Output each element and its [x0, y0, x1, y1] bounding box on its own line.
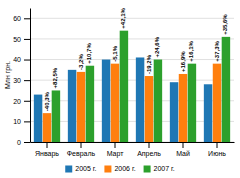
tick: Май	[176, 142, 190, 157]
annotation: -5,1%	[112, 45, 118, 61]
legend-item: 2005 г.	[65, 165, 96, 173]
legend-label: 2006 г.	[114, 165, 135, 172]
tick: 60	[13, 15, 30, 22]
bar	[52, 90, 60, 142]
tick-mark	[24, 142, 30, 143]
tick-label: 60	[13, 15, 21, 22]
grid-line	[30, 121, 234, 122]
y-axis-title: Млн грн.	[4, 61, 12, 89]
tick-mark	[24, 18, 30, 19]
chart: -40,3% -3,2% -5,1% -19,2% +16,9% +37,3% +82,5%…	[0, 0, 240, 178]
annotation: -19,2%	[146, 54, 152, 74]
grid-line	[30, 80, 234, 81]
axis-line	[30, 9, 31, 143]
legend-item: 2007 г.	[144, 165, 175, 173]
tick-label: Май	[176, 150, 190, 157]
tick: 10	[13, 118, 30, 125]
tick-mark	[47, 142, 48, 148]
plot-area	[34, 31, 230, 142]
bar	[111, 64, 119, 142]
annotation: +42,1%	[120, 7, 126, 28]
tick-label: 0	[17, 139, 21, 146]
tick-mark	[24, 101, 30, 102]
bar	[77, 72, 85, 142]
y-axis: 0 10 20 30 40 50 60	[13, 9, 30, 146]
bar	[120, 31, 128, 142]
bar	[154, 60, 162, 142]
tick: Апрель	[137, 142, 161, 158]
x-axis: Январь Февраль Март Апрель Май Июнь	[31, 142, 235, 158]
annotation: +10,7%	[86, 43, 92, 64]
grid	[30, 18, 234, 142]
tick-label: Февраль	[67, 150, 96, 158]
tick-mark	[115, 142, 116, 148]
legend-label: 2005 г.	[75, 165, 96, 172]
bar	[170, 82, 178, 142]
grid-line	[30, 142, 234, 143]
annotation: -3,2%	[78, 54, 84, 70]
tick-label: 50	[13, 36, 21, 43]
bar	[179, 74, 187, 142]
grid-line	[30, 18, 234, 19]
bar	[188, 64, 196, 142]
tick-label: 30	[13, 77, 21, 84]
tick: 50	[13, 36, 30, 43]
annotation: -40,3%	[44, 91, 50, 111]
tick-mark	[183, 142, 184, 148]
tick-label: 40	[13, 56, 21, 63]
tick: 0	[17, 139, 30, 146]
tick: 40	[13, 56, 30, 63]
tick-mark	[24, 80, 30, 81]
bar	[34, 95, 42, 142]
annotation: +16,1%	[188, 40, 194, 61]
annotation: +24,6%	[154, 36, 160, 57]
tick-mark	[149, 142, 150, 148]
tick-mark	[81, 142, 82, 148]
tick: 30	[13, 77, 30, 84]
bar	[136, 57, 144, 142]
bar	[68, 70, 76, 142]
bar	[86, 66, 94, 142]
tick-label: Январь	[35, 150, 59, 158]
legend-swatch	[144, 166, 151, 173]
bar	[43, 113, 51, 142]
grid-line	[30, 59, 234, 60]
tick: Февраль	[67, 142, 96, 158]
tick-mark	[24, 60, 30, 61]
tick-label: 20	[13, 98, 21, 105]
annotation: +37,3%	[214, 40, 220, 61]
grid-line	[30, 38, 234, 39]
legend-swatch	[65, 166, 72, 173]
annotation: +16,9%	[180, 51, 186, 72]
bar	[102, 60, 110, 142]
tick-mark	[24, 121, 30, 122]
legend-item: 2006 г.	[104, 165, 135, 173]
axis-line	[31, 142, 235, 143]
bar	[204, 84, 212, 142]
tick: Июнь	[208, 142, 226, 157]
bar	[213, 64, 221, 142]
tick-mark	[24, 39, 30, 40]
tick: 20	[13, 98, 30, 105]
annotation: +35,6%	[222, 14, 228, 35]
tick-mark	[217, 142, 218, 148]
bar	[222, 37, 230, 142]
tick-label: Апрель	[137, 150, 161, 158]
legend-swatch	[104, 166, 111, 173]
annotation: +82,5%	[52, 67, 58, 88]
bar-series	[52, 31, 230, 142]
tick-label: Июнь	[208, 150, 226, 157]
annotations: -40,3% -3,2% -5,1% -19,2% +16,9% +37,3% +82,5%…	[44, 7, 229, 111]
tick-label: 10	[13, 118, 21, 125]
bar-series	[43, 64, 221, 142]
legend-label: 2007 г.	[154, 165, 175, 172]
legend: 2005 г. 2006 г. 2007 г.	[65, 165, 175, 173]
tick: Март	[107, 142, 125, 158]
grid-line	[30, 100, 234, 101]
tick: Январь	[35, 142, 59, 158]
bar	[145, 76, 153, 142]
tick-label: Март	[107, 150, 125, 158]
